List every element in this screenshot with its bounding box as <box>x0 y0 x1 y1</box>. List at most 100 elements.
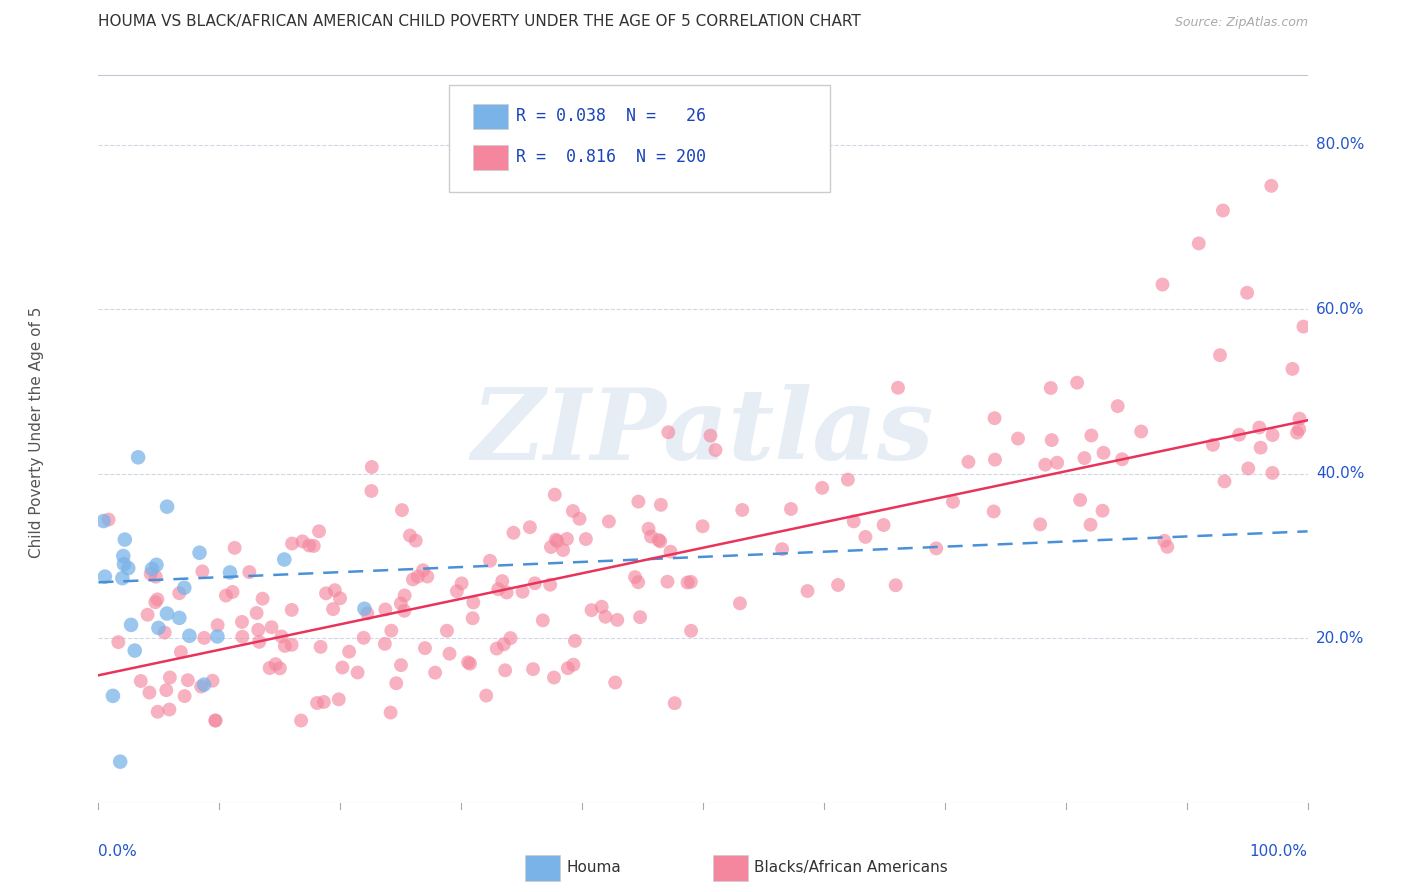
Point <box>486 582 509 597</box>
Point <box>337 645 360 659</box>
Point <box>458 657 481 671</box>
Point <box>101 689 124 703</box>
Point <box>153 625 176 640</box>
Point <box>637 522 659 536</box>
Text: R =  0.816  N = 200: R = 0.816 N = 200 <box>516 148 706 166</box>
Point <box>1188 236 1211 251</box>
Point <box>93 514 115 528</box>
Point <box>231 630 253 644</box>
Point <box>1080 428 1102 442</box>
Point <box>259 661 281 675</box>
Point <box>167 586 190 600</box>
Point <box>423 665 446 680</box>
Point <box>380 706 402 720</box>
Point <box>827 578 849 592</box>
Point <box>463 595 485 609</box>
Point <box>492 637 515 651</box>
Point <box>1286 425 1309 440</box>
Point <box>155 683 177 698</box>
Point <box>575 532 598 546</box>
Point <box>346 665 368 680</box>
Point <box>245 606 267 620</box>
Point <box>704 442 727 457</box>
Point <box>315 586 337 600</box>
Point <box>111 571 134 585</box>
Text: 80.0%: 80.0% <box>1316 137 1364 153</box>
Point <box>145 569 167 583</box>
Point <box>679 574 702 589</box>
Point <box>374 637 396 651</box>
Point <box>1237 461 1260 475</box>
Point <box>145 558 167 572</box>
Point <box>117 561 139 575</box>
Point <box>692 519 714 533</box>
Point <box>568 512 591 526</box>
Point <box>290 714 312 728</box>
Point <box>156 500 179 514</box>
Point <box>811 481 834 495</box>
Point <box>270 630 292 644</box>
Point <box>1249 420 1271 434</box>
Point <box>1250 441 1272 455</box>
Point <box>606 613 628 627</box>
Point <box>221 585 243 599</box>
FancyBboxPatch shape <box>474 103 509 129</box>
Point <box>522 662 544 676</box>
Point <box>356 607 378 621</box>
Point <box>446 584 468 599</box>
Point <box>247 623 270 637</box>
Point <box>159 670 181 684</box>
Point <box>204 714 226 728</box>
Point <box>389 597 412 611</box>
Point <box>531 613 554 627</box>
Point <box>884 578 907 592</box>
Point <box>148 621 170 635</box>
Point <box>405 533 427 548</box>
Point <box>281 536 304 550</box>
Point <box>173 581 195 595</box>
Point <box>925 541 948 556</box>
Point <box>842 514 865 528</box>
Point <box>1202 438 1225 452</box>
Point <box>624 570 647 584</box>
Point <box>353 631 375 645</box>
Text: Source: ZipAtlas.com: Source: ZipAtlas.com <box>1174 16 1308 29</box>
Point <box>107 635 129 649</box>
Point <box>353 601 375 615</box>
Point <box>193 678 215 692</box>
Point <box>872 518 894 533</box>
Point <box>143 595 166 609</box>
Point <box>595 609 617 624</box>
Point <box>1069 492 1091 507</box>
Point <box>543 671 565 685</box>
Point <box>1080 517 1102 532</box>
Point <box>260 620 283 634</box>
Point <box>1261 466 1284 480</box>
Point <box>329 591 352 606</box>
Point <box>360 460 382 475</box>
Point <box>269 661 291 675</box>
Point <box>598 515 620 529</box>
Point <box>191 565 214 579</box>
Text: 20.0%: 20.0% <box>1316 631 1364 646</box>
Point <box>129 673 152 688</box>
Point <box>146 705 169 719</box>
Point <box>770 542 793 557</box>
Point <box>657 425 679 440</box>
Point <box>439 647 461 661</box>
Point <box>179 629 201 643</box>
Point <box>224 541 246 555</box>
Point <box>1073 451 1095 466</box>
Text: 60.0%: 60.0% <box>1316 301 1364 317</box>
Point <box>627 494 650 508</box>
Point <box>561 504 583 518</box>
Point <box>291 534 314 549</box>
Point <box>512 584 534 599</box>
Point <box>942 495 965 509</box>
Point <box>605 675 627 690</box>
Point <box>627 575 650 590</box>
Point <box>173 689 195 703</box>
Point <box>1213 475 1236 489</box>
FancyBboxPatch shape <box>526 855 561 880</box>
Point <box>94 569 117 583</box>
